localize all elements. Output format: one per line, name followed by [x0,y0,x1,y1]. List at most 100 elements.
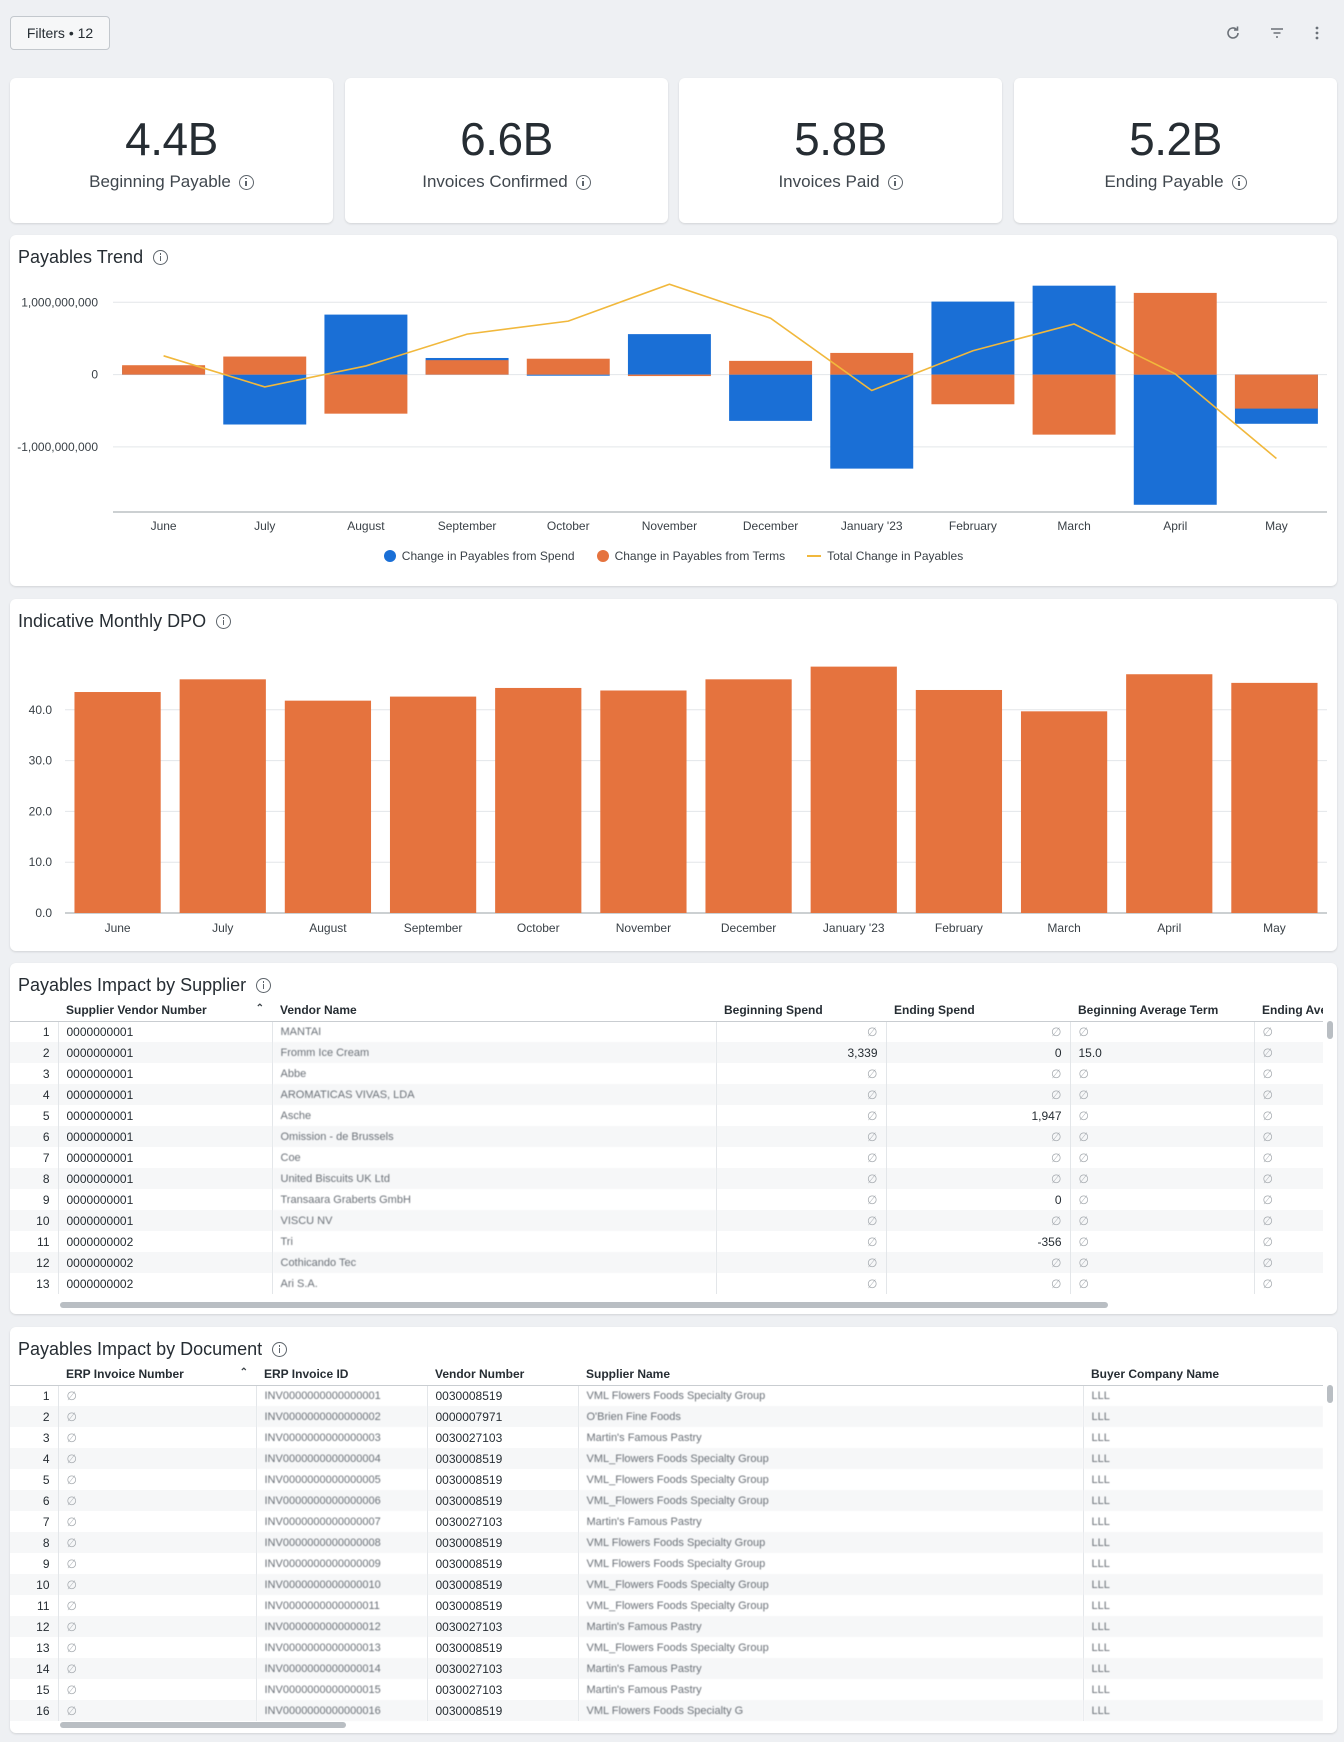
column-header[interactable]: Supplier Vendor Number ⌃ [58,999,272,1022]
table-row[interactable]: 9 ∅ INV0000000000000009 0030008519 VML Flowe… [10,1553,1323,1574]
table-row[interactable]: 12 ∅ INV0000000000000012 0030027103 Martin's… [10,1616,1323,1637]
table-row[interactable]: 4 0000000001 AROMATICAS VIVAS, LDA ∅ ∅ ∅ ∅ [10,1084,1323,1105]
spend-bar[interactable] [526,374,610,376]
info-icon[interactable] [216,614,232,629]
table-row[interactable]: 6 ∅ INV0000000000000006 0030008519 VML_Flowe… [10,1490,1323,1511]
table-cell: 0000000002 [58,1273,273,1294]
dpo-bar[interactable] [284,700,372,913]
spend-bar[interactable] [729,374,813,421]
table-row[interactable]: 2 ∅ INV0000000000000002 0000007971 O'Brien F… [10,1406,1323,1427]
dpo-bar[interactable] [1231,682,1318,913]
table-row[interactable]: 8 ∅ INV0000000000000008 0030008519 VML Flowe… [10,1532,1323,1553]
terms-bar[interactable] [324,374,408,414]
column-header[interactable]: Vendor Number [427,1363,578,1386]
terms-bar[interactable] [425,360,509,375]
dpo-bar[interactable] [495,687,582,913]
table-row[interactable]: 11 ∅ INV0000000000000011 0030008519 VML_Flow… [10,1595,1323,1616]
info-icon[interactable] [256,978,272,993]
table-row[interactable]: 2 0000000001 Fromm Ice Cream 3,339 0 15.0 ∅ [10,1042,1323,1063]
table-row[interactable]: 14 ∅ INV0000000000000014 0030027103 Martin's… [10,1658,1323,1679]
spend-bar[interactable] [324,314,408,375]
legend-item-spend[interactable]: Change in Payables from Spend [383,549,575,563]
table-row[interactable]: 3 ∅ INV0000000000000003 0030027103 Martin's … [10,1427,1323,1448]
terms-bar[interactable] [627,374,711,377]
terms-bar[interactable] [122,365,206,375]
terms-bar[interactable] [1234,374,1318,409]
table-row[interactable]: 1 ∅ INV0000000000000001 0030008519 VML Flowe… [10,1385,1323,1406]
table-row[interactable]: 13 ∅ INV0000000000000013 0030008519 VML_Flow… [10,1637,1323,1658]
terms-bar[interactable] [1032,374,1116,435]
refresh-icon[interactable] [1222,22,1244,44]
table-row[interactable]: 10 ∅ INV0000000000000010 0030008519 VML_Flow… [10,1574,1323,1595]
dpo-bar[interactable] [179,679,266,913]
spend-bar[interactable] [830,374,914,469]
legend-item-total[interactable]: Total Change in Payables [807,549,963,563]
column-header[interactable]: ERP Invoice ID [256,1363,427,1386]
spend-bar[interactable] [1133,374,1217,505]
info-icon[interactable] [153,250,169,265]
table-row[interactable]: 4 ∅ INV0000000000000004 0030008519 VML_Flowe… [10,1448,1323,1469]
spend-bar[interactable] [931,301,1015,375]
dpo-bar[interactable] [1126,674,1213,913]
dpo-bar[interactable] [705,679,792,913]
dpo-bar[interactable] [389,696,477,913]
table-row[interactable]: 13 0000000002 Ari S.A. ∅ ∅ ∅ ∅ [10,1273,1323,1294]
more-vert-icon[interactable] [1306,22,1328,44]
scrollbar-thumb[interactable] [1327,1385,1333,1403]
info-icon[interactable] [575,174,591,190]
column-header[interactable]: Ending Spend [886,999,1070,1022]
terms-bar[interactable] [931,374,1015,405]
total-change-line[interactable] [163,283,1277,460]
spend-bar[interactable] [223,374,307,425]
table-row[interactable]: 3 0000000001 Abbe ∅ ∅ ∅ ∅ [10,1063,1323,1084]
horizontal-scrollbar[interactable] [60,1302,1108,1308]
sort-ascending-icon[interactable]: ⌃ [239,1366,248,1378]
filters-button[interactable]: Filters • 12 [10,16,110,50]
column-header[interactable]: Beginning Spend [716,999,886,1022]
table-row[interactable]: 7 ∅ INV0000000000000007 0030027103 Martin's … [10,1511,1323,1532]
column-header[interactable]: Supplier Name [578,1363,1083,1386]
horizontal-scrollbar[interactable] [60,1722,346,1728]
column-header[interactable]: Beginning Average Term [1070,999,1254,1022]
vertical-scrollbar[interactable] [1325,1383,1335,1723]
table-row[interactable]: 15 ∅ INV0000000000000015 0030027103 Martin's… [10,1679,1323,1700]
dpo-bar[interactable] [915,689,1003,913]
info-icon[interactable] [238,174,254,190]
table-row[interactable]: 8 0000000001 United Biscuits UK Ltd ∅ ∅ ∅ ∅ [10,1168,1323,1189]
column-header[interactable]: Buyer Company Name [1083,1363,1323,1386]
column-header[interactable] [10,1363,58,1386]
info-icon[interactable] [272,1342,288,1357]
column-header[interactable]: ERP Invoice Number ⌃ [58,1363,256,1386]
info-icon[interactable] [887,174,903,190]
table-row[interactable]: 10 0000000001 VISCU NV ∅ ∅ ∅ ∅ [10,1210,1323,1231]
column-header[interactable] [10,999,58,1022]
table-row[interactable]: 7 0000000001 Coe ∅ ∅ ∅ ∅ [10,1147,1323,1168]
legend-item-terms[interactable]: Change in Payables from Terms [596,549,785,563]
table-row[interactable]: 1 0000000001 MANTAI ∅ ∅ ∅ ∅ [10,1021,1323,1042]
terms-bar[interactable] [223,356,307,375]
table-row[interactable]: 5 ∅ INV0000000000000005 0030008519 VML_Flowe… [10,1469,1323,1490]
table-row[interactable]: 12 0000000002 Cothicando Tec ∅ ∅ ∅ ∅ [10,1252,1323,1273]
spend-bar[interactable] [1032,285,1116,375]
terms-bar[interactable] [526,358,610,375]
table-row[interactable]: 5 0000000001 Asche ∅ 1,947 ∅ ∅ [10,1105,1323,1126]
terms-bar[interactable] [729,360,813,375]
terms-bar[interactable] [830,352,914,375]
scrollbar-thumb[interactable] [1327,1021,1333,1039]
dpo-bar[interactable] [600,690,687,913]
spend-bar[interactable] [627,334,711,375]
table-row[interactable]: 11 0000000002 Tri ∅ -356 ∅ ∅ [10,1231,1323,1252]
dpo-bar[interactable] [810,666,897,913]
column-header[interactable]: Ending Averag [1254,999,1323,1022]
info-icon[interactable] [1231,174,1247,190]
table-row[interactable]: 16 ∅ INV0000000000000016 0030008519 VML Flow… [10,1700,1323,1721]
terms-bar[interactable] [1133,292,1217,375]
column-header[interactable]: Vendor Name [272,999,716,1022]
sort-ascending-icon[interactable]: ⌃ [255,1002,264,1014]
table-row[interactable]: 6 0000000001 Omission - de Brussels ∅ ∅ ∅ ∅ [10,1126,1323,1147]
dpo-bar[interactable] [1020,711,1108,913]
table-row[interactable]: 9 0000000001 Transaara Graberts GmbH ∅ 0 ∅ ∅ [10,1189,1323,1210]
filter-icon[interactable] [1266,22,1288,44]
dpo-bar[interactable] [74,692,161,913]
vertical-scrollbar[interactable] [1325,1019,1335,1304]
